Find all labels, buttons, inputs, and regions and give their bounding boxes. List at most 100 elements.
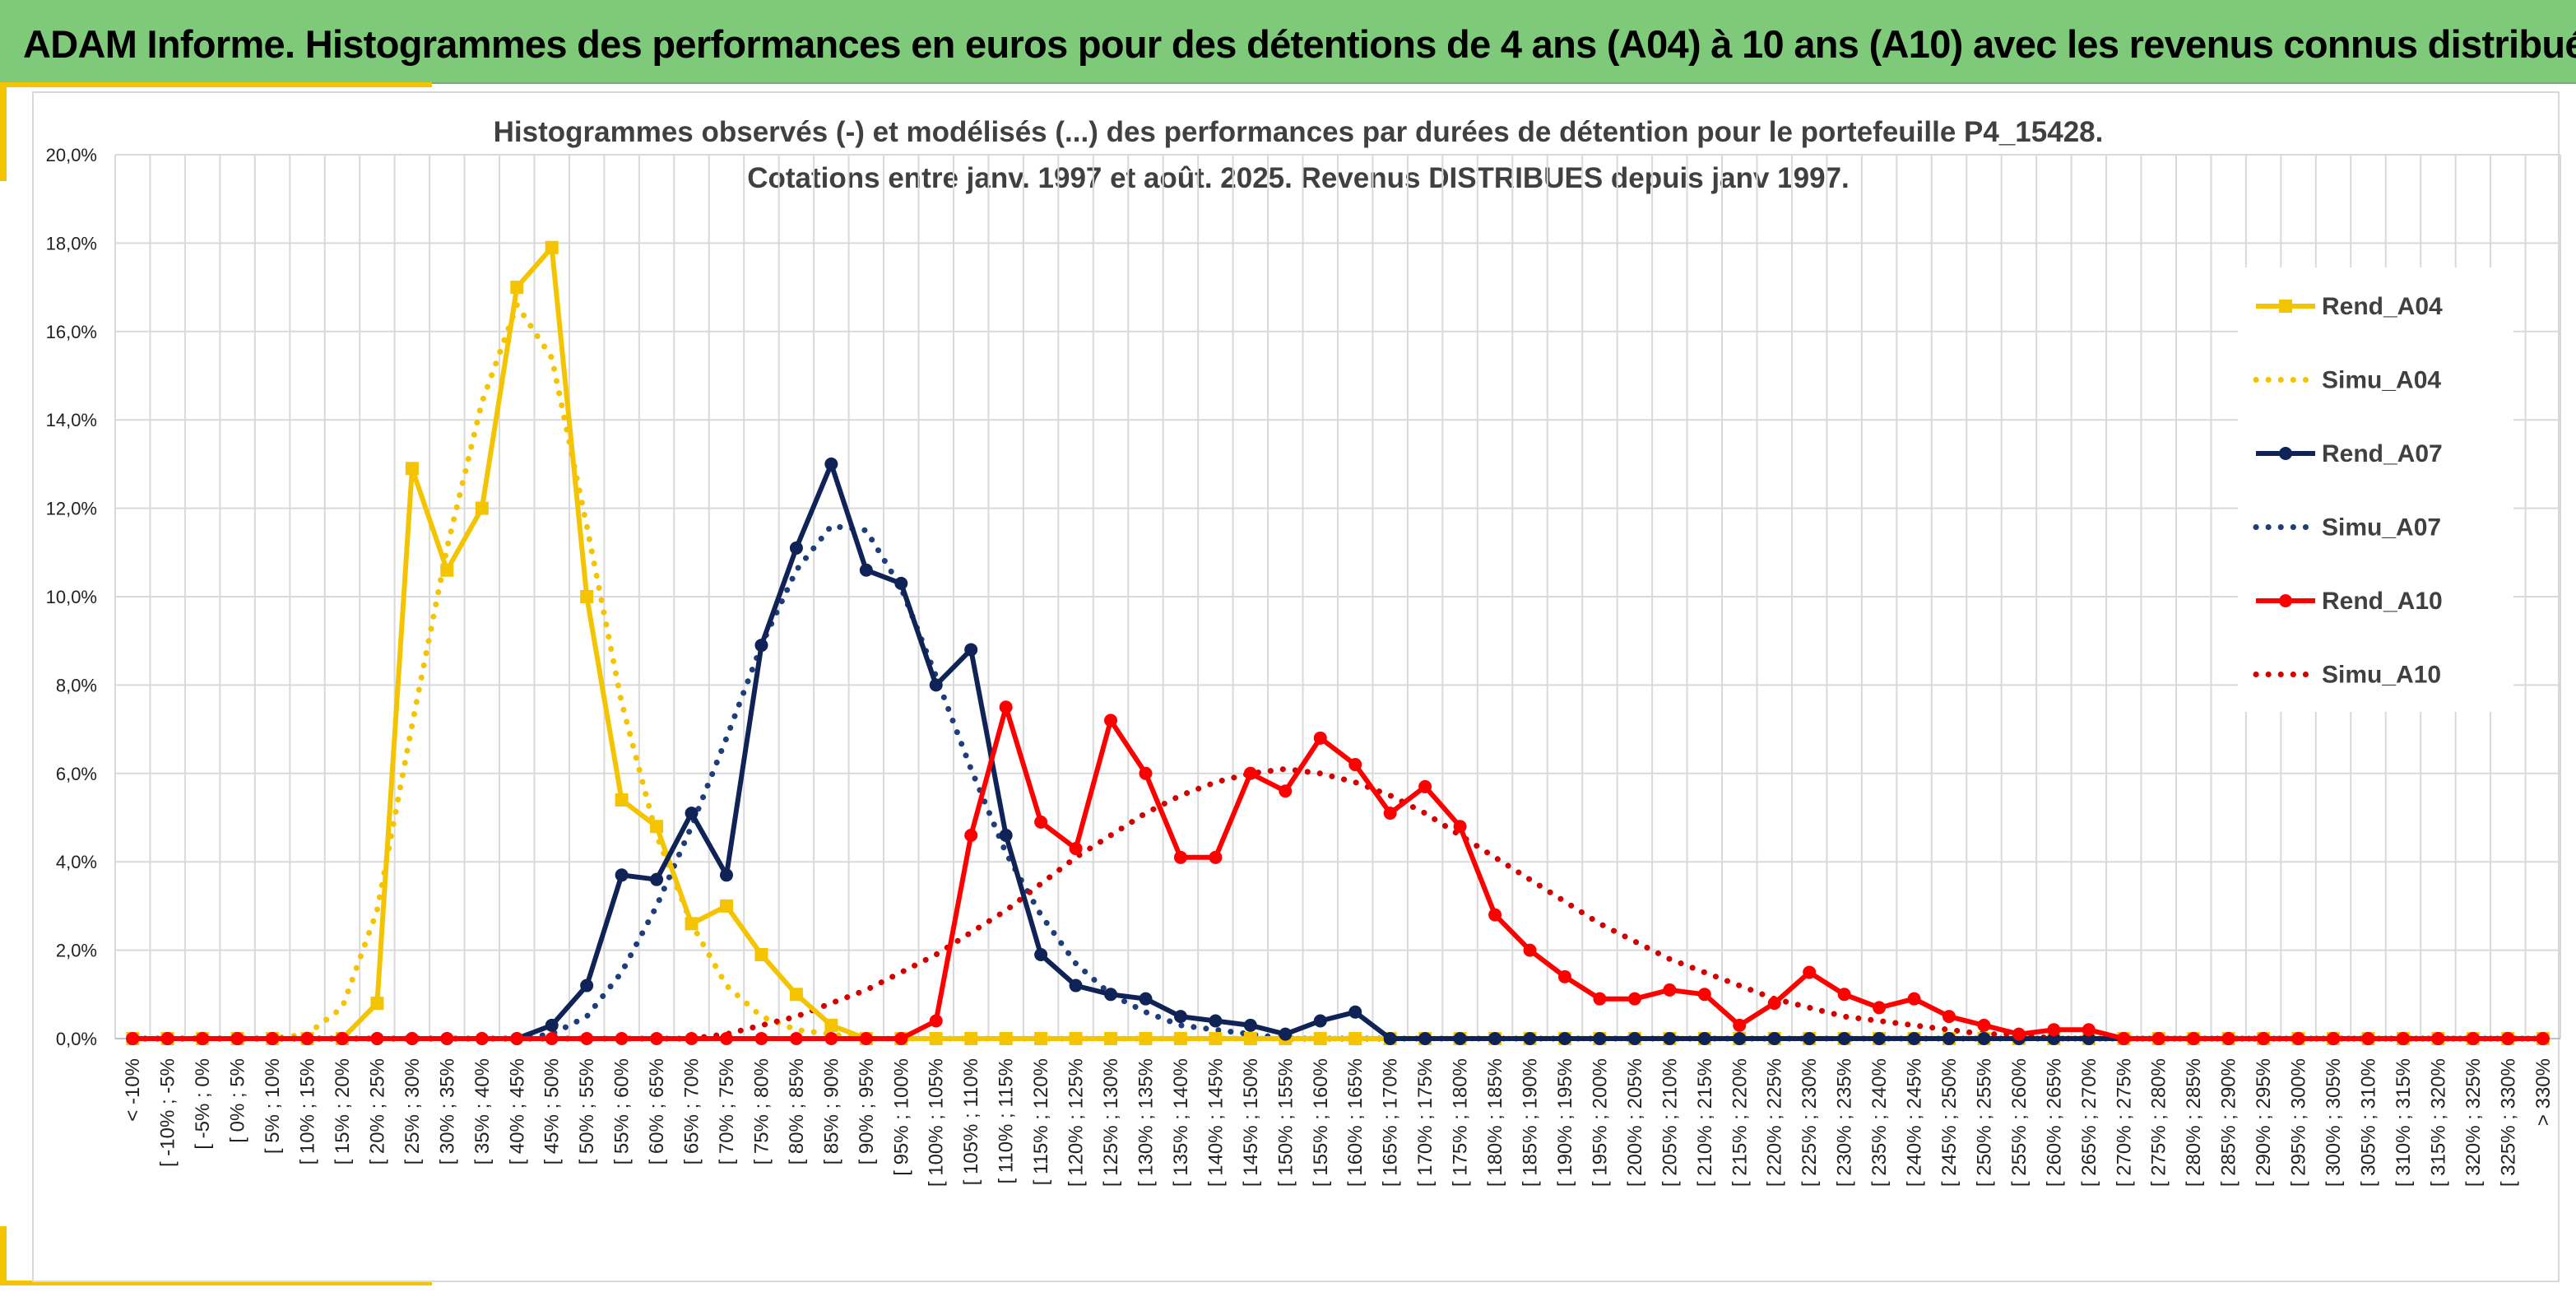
y-tick-label: 6,0% <box>56 764 97 784</box>
point-rend-a07 <box>650 872 664 886</box>
point-rend-a04 <box>1209 1032 1223 1045</box>
point-rend-a07 <box>1593 1032 1607 1045</box>
x-tick-label: [ 175% ; 180% <box>1450 1058 1472 1187</box>
point-rend-a04 <box>929 1032 943 1045</box>
point-rend-a10 <box>475 1032 489 1045</box>
x-tick-label: [ 230% ; 235% <box>1834 1058 1856 1187</box>
report-title: ADAM Informe. Histogrammes des performan… <box>23 22 2576 66</box>
point-rend-a10 <box>720 1032 733 1045</box>
point-rend-a10 <box>2221 1032 2235 1045</box>
x-tick-label: [ 10% ; 15% <box>297 1058 319 1165</box>
x-tick-label: [ 305% ; 310% <box>2357 1058 2379 1187</box>
point-rend-a10 <box>2187 1032 2201 1045</box>
point-rend-a10 <box>2257 1032 2271 1045</box>
accent-bar-bottom <box>0 1281 432 1285</box>
point-rend-a07 <box>789 541 803 555</box>
x-tick-label: [ 40% ; 45% <box>506 1058 528 1165</box>
point-rend-a04 <box>1069 1032 1083 1045</box>
x-tick-label: [ 235% ; 240% <box>1868 1058 1891 1187</box>
y-axis: 0,0% 2,0% 4,0% 6,0% 8,0% 10,0% 12,0% 14,0% 16,0%… <box>46 145 97 1049</box>
point-rend-a10 <box>859 1032 873 1045</box>
chart-title-line2: Cotations entre janv. 1997 et août. 2025… <box>747 162 1850 194</box>
point-rend-a10 <box>2047 1023 2061 1037</box>
point-rend-a10 <box>1104 714 1118 728</box>
x-axis: < -10% [ -10% ; -5% [ -5% ; 0% [ 0% ; 5% [ 5… <box>115 1038 2560 1187</box>
x-tick-label: [ 270% ; 275% <box>2113 1058 2135 1187</box>
point-rend-a10 <box>1627 992 1641 1006</box>
x-tick-label: [ 295% ; 300% <box>2288 1058 2310 1187</box>
point-rend-a10 <box>2151 1032 2165 1045</box>
accent-bar-left <box>0 82 7 181</box>
legend-label-rend-a07: Rend_A07 <box>2322 440 2443 467</box>
point-rend-a10 <box>2431 1032 2445 1045</box>
point-rend-a07 <box>1383 1032 1397 1045</box>
point-rend-a04 <box>824 1018 838 1032</box>
x-tick-label: [ 220% ; 225% <box>1764 1058 1786 1187</box>
y-tick-label: 18,0% <box>46 233 97 253</box>
point-rend-a07 <box>824 457 838 471</box>
x-tick-label: [ 165% ; 170% <box>1380 1058 1402 1187</box>
point-rend-a07 <box>1488 1032 1502 1045</box>
point-rend-a07 <box>929 678 943 692</box>
x-tick-label: [ 215% ; 220% <box>1729 1058 1751 1187</box>
point-rend-a04 <box>370 997 384 1011</box>
point-rend-a10 <box>1942 1010 1956 1024</box>
legend-label-rend-a04: Rend_A04 <box>2322 293 2443 320</box>
y-tick-label: 8,0% <box>56 675 97 695</box>
point-rend-a10 <box>1697 988 1711 1002</box>
point-rend-a10 <box>1733 1018 1747 1032</box>
point-rend-a07 <box>1627 1032 1641 1045</box>
point-rend-a10 <box>2396 1032 2410 1045</box>
x-tick-label: [ 150% ; 155% <box>1274 1058 1297 1187</box>
point-rend-a07 <box>1209 1014 1223 1028</box>
y-tick-label: 0,0% <box>56 1029 97 1049</box>
x-tick-label: [ 15% ; 20% <box>332 1058 354 1165</box>
x-tick-label: [ 20% ; 25% <box>366 1058 388 1165</box>
y-tick-label: 4,0% <box>56 852 97 872</box>
point-rend-a10 <box>300 1032 314 1045</box>
x-tick-label: [ 60% ; 65% <box>646 1058 668 1165</box>
point-rend-a07 <box>859 563 873 577</box>
point-rend-a04 <box>999 1032 1013 1045</box>
point-rend-a07 <box>1453 1032 1467 1045</box>
point-rend-a10 <box>685 1032 699 1045</box>
point-rend-a10 <box>929 1014 943 1028</box>
point-rend-a10 <box>964 828 978 842</box>
point-rend-a10 <box>1209 850 1223 864</box>
legend-label-rend-a10: Rend_A10 <box>2322 588 2443 615</box>
x-tick-label: [ 35% ; 40% <box>471 1058 494 1165</box>
point-rend-a04 <box>685 917 699 931</box>
x-tick-label: [ 205% ; 210% <box>1659 1058 1681 1187</box>
series-lines <box>126 240 2550 1045</box>
point-rend-a10 <box>370 1032 384 1045</box>
x-tick-label: [ 225% ; 230% <box>1799 1058 1821 1187</box>
x-tick-label: [ 250% ; 255% <box>1973 1058 1995 1187</box>
series-line-rend-a10 <box>132 704 2543 1041</box>
x-tick-label: [ 80% ; 85% <box>786 1058 808 1165</box>
x-tick-label: [ 265% ; 270% <box>2078 1058 2100 1187</box>
accent-bar-left-bottom <box>0 1226 7 1285</box>
point-rend-a07 <box>1034 947 1048 961</box>
point-rend-a04 <box>440 563 454 577</box>
point-rend-a10 <box>1173 850 1187 864</box>
point-rend-a10 <box>1348 758 1362 772</box>
x-tick-label: [ 5% ; 10% <box>262 1058 284 1154</box>
x-tick-label: [ 45% ; 50% <box>541 1058 564 1165</box>
point-rend-a04 <box>1034 1032 1048 1045</box>
point-rend-a10 <box>1593 992 1607 1006</box>
point-rend-a10 <box>1034 815 1048 829</box>
point-rend-a10 <box>1907 992 1921 1006</box>
x-tick-label: [ 310% ; 315% <box>2393 1058 2415 1187</box>
x-tick-label: [ 105% ; 110% <box>960 1058 982 1185</box>
x-tick-label: [ 180% ; 185% <box>1484 1058 1506 1187</box>
x-tick-label: [ 95% ; 100% <box>890 1058 912 1176</box>
point-rend-a07 <box>615 868 629 882</box>
point-rend-a10 <box>196 1032 210 1045</box>
point-rend-a07 <box>1104 988 1118 1002</box>
point-rend-a07 <box>1873 1032 1887 1045</box>
x-tick-label: [ 210% ; 215% <box>1694 1058 1716 1187</box>
point-rend-a10 <box>2291 1032 2305 1045</box>
x-tick-label: [ -5% ; 0% <box>192 1058 214 1150</box>
x-tick-label: [ 255% ; 260% <box>2008 1058 2031 1187</box>
x-tick-label: [ 155% ; 160% <box>1310 1058 1332 1187</box>
